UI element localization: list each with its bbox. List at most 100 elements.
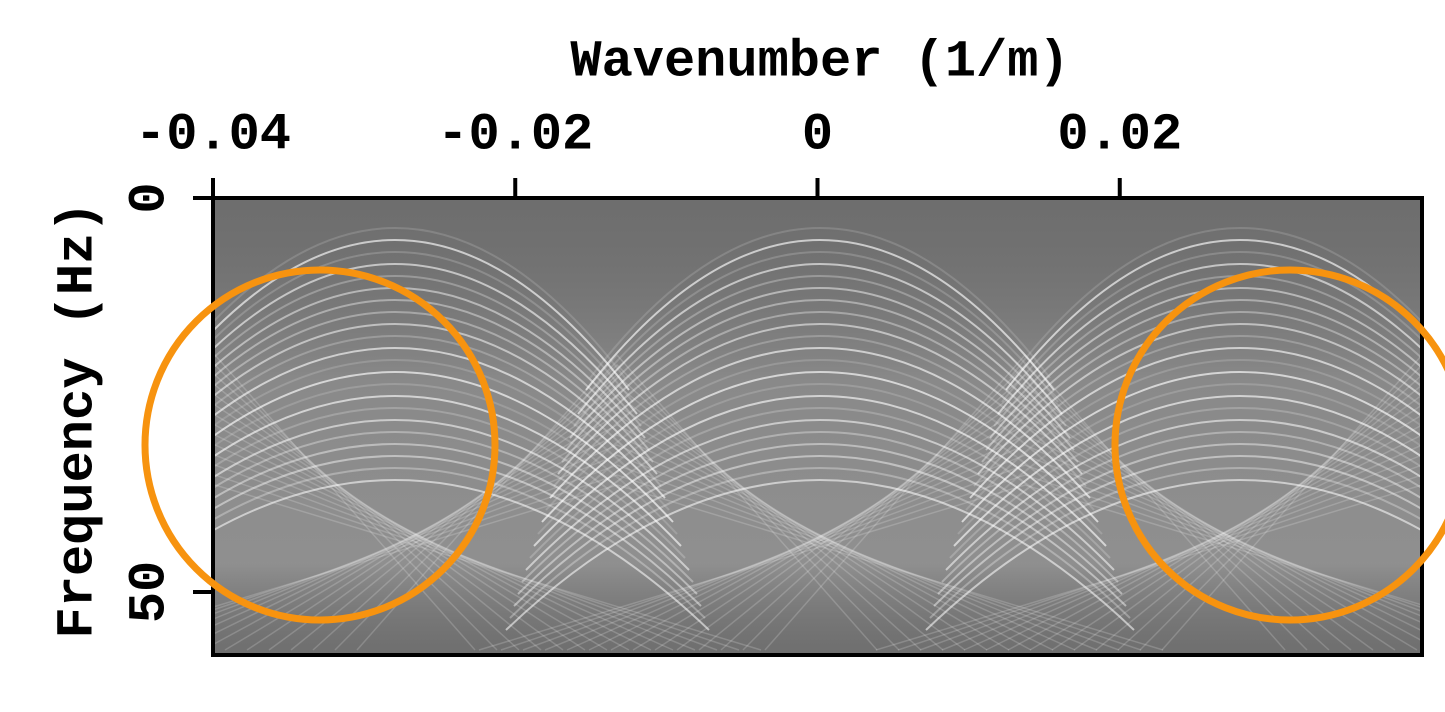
texture-cross: [610, 424, 1422, 651]
texture-cross: [654, 404, 1396, 651]
texture-arc: [213, 311, 654, 463]
texture-cross: [985, 434, 1422, 651]
texture-cross: [246, 404, 988, 651]
texture-cross: [268, 394, 966, 651]
texture-arc: [585, 239, 1055, 391]
y-tick-label: 0: [121, 182, 180, 213]
texture-arc: [545, 359, 1095, 511]
texture-arc: [565, 299, 1075, 451]
texture-cross: [1117, 373, 1422, 651]
texture-cross: [588, 434, 1422, 651]
highlight-circle: [141, 266, 499, 624]
texture-cross: [742, 363, 1308, 651]
texture-arc: [213, 443, 698, 595]
x-tick-label: 0: [802, 106, 833, 165]
texture-arc: [949, 407, 1422, 559]
texture-arc: [533, 395, 1107, 547]
texture-cross: [1095, 384, 1422, 651]
texture-arc: [513, 455, 1127, 607]
texture-cross: [1007, 424, 1422, 651]
x-tick-label: 0.02: [1057, 106, 1182, 165]
texture-arc: [537, 383, 1103, 535]
texture-cross: [213, 424, 1032, 651]
texture-arc: [529, 407, 1111, 559]
texture-arc: [213, 227, 626, 379]
texture-arc: [937, 443, 1422, 595]
texture-arc: [553, 335, 1087, 487]
y-axis-label: Frequency (Hz): [49, 202, 108, 639]
spectrum-texture: [213, 198, 1422, 655]
texture-arc: [925, 479, 1422, 631]
texture-arc: [977, 323, 1422, 475]
texture-arc: [945, 419, 1422, 571]
texture-arc: [965, 359, 1422, 511]
texture-arc: [961, 371, 1422, 523]
texture-cross: [1029, 414, 1422, 651]
texture-arc: [561, 311, 1079, 463]
texture-arc: [1009, 227, 1422, 379]
texture-arc: [213, 455, 702, 607]
texture-arc: [569, 287, 1071, 439]
texture-arc: [213, 383, 678, 535]
texture-cross: [897, 474, 1422, 651]
texture-arc: [213, 323, 658, 475]
texture-cross: [1051, 404, 1422, 651]
texture-cross: [213, 444, 1076, 651]
texture-cross: [213, 434, 1054, 651]
texture-cross: [698, 384, 1352, 651]
texture-arc: [213, 239, 630, 391]
highlight-circle: [1111, 266, 1445, 624]
texture-arc: [213, 395, 682, 547]
texture-glow: [213, 198, 1422, 655]
texture-cross: [764, 353, 1286, 651]
texture-arc: [509, 467, 1131, 619]
texture-arc: [213, 263, 638, 415]
x-tick-label: -0.02: [437, 106, 593, 165]
texture-cross: [566, 444, 1422, 651]
texture-arc: [213, 419, 690, 571]
texture-cross: [334, 363, 900, 651]
texture-arc: [589, 227, 1051, 379]
texture-cross: [632, 414, 1418, 651]
texture-cross: [290, 384, 944, 651]
texture-arc: [213, 467, 706, 619]
texture-arc: [997, 263, 1422, 415]
texture-arc: [573, 275, 1067, 427]
texture-cross: [676, 394, 1374, 651]
texture-arc: [581, 251, 1059, 403]
texture-cross: [213, 484, 1164, 651]
texture-arc: [213, 479, 710, 631]
texture-arc: [213, 431, 694, 583]
chart-title: Wavenumber (1/m): [570, 33, 1069, 92]
texture-arc: [981, 311, 1422, 463]
texture-cross: [1161, 353, 1422, 651]
texture-cross: [224, 414, 1010, 651]
texture-arc: [1001, 251, 1422, 403]
texture-arc: [549, 347, 1091, 499]
texture-arc: [941, 431, 1422, 583]
texture-arc: [577, 263, 1063, 415]
texture-cross: [720, 373, 1330, 651]
texture-cross: [875, 484, 1422, 651]
y-tick-label: 50: [121, 561, 180, 623]
texture-cross: [1073, 394, 1422, 651]
texture-cross: [478, 484, 1422, 651]
texture-cross: [213, 474, 1142, 651]
texture-cross: [500, 474, 1422, 651]
texture-cross: [213, 454, 1098, 651]
texture-arc: [957, 383, 1422, 535]
texture-arc: [213, 275, 642, 427]
texture-arc: [521, 431, 1119, 583]
texture-arc: [973, 335, 1422, 487]
texture-arc: [213, 347, 666, 499]
texture-arc: [213, 335, 662, 487]
texture-cross: [919, 464, 1422, 651]
texture-arc: [517, 443, 1123, 595]
texture-arc: [213, 251, 634, 403]
texture-arc: [213, 371, 674, 523]
texture-arc: [953, 395, 1422, 547]
texture-arc: [989, 287, 1422, 439]
texture-arc: [929, 467, 1422, 619]
texture-arc: [933, 455, 1422, 607]
x-tick-label: -0.04: [135, 106, 291, 165]
